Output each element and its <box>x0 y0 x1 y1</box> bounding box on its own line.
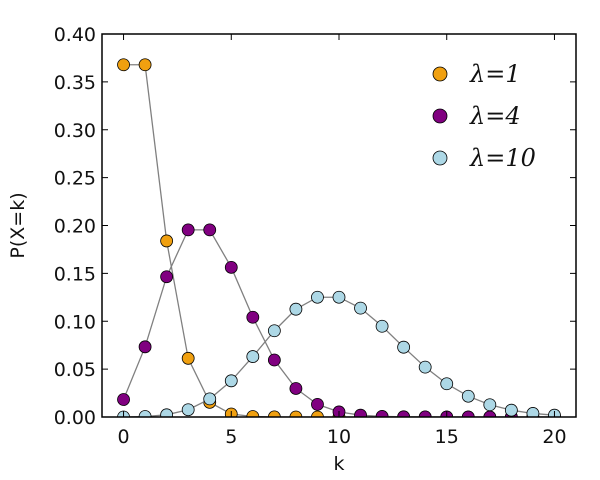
series-2 <box>117 223 561 417</box>
legend-marker <box>432 108 448 124</box>
data-point <box>289 410 303 417</box>
data-point <box>203 223 217 237</box>
y-tick-label: 0.00 <box>54 407 96 429</box>
data-point <box>418 360 432 374</box>
series-3 <box>117 290 561 417</box>
y-tick-label: 0.25 <box>54 168 96 190</box>
data-point <box>160 270 174 284</box>
data-point <box>160 234 174 248</box>
data-point <box>224 260 238 274</box>
data-point <box>246 310 260 324</box>
x-tick-label: 5 <box>225 426 237 448</box>
data-point <box>181 403 195 417</box>
data-point <box>224 374 238 388</box>
series-line <box>122 229 555 417</box>
data-point <box>160 408 174 417</box>
y-tick-label: 0.30 <box>54 120 96 142</box>
y-tick-label: 0.40 <box>54 24 96 46</box>
data-point <box>461 410 475 417</box>
x-tick-label: 20 <box>542 426 566 448</box>
x-tick-label: 10 <box>327 426 351 448</box>
legend-label: λ=10 <box>469 144 536 172</box>
data-point <box>311 410 324 417</box>
legend-label: λ=4 <box>469 102 521 130</box>
y-tick-label: 0.35 <box>54 72 96 94</box>
data-point <box>181 351 195 365</box>
data-point <box>354 408 367 417</box>
data-point <box>267 324 281 338</box>
data-point <box>354 301 367 315</box>
legend-marker <box>432 150 448 166</box>
series-line <box>123 64 555 417</box>
ticks-layer: 0 5 10 15 20 0.00 0.05 0.10 0.15 0.20 0.25 0.30 0.35… <box>54 24 576 448</box>
data-point <box>440 377 454 391</box>
data-point <box>117 393 130 406</box>
y-tick-label: 0.20 <box>54 216 96 238</box>
x-axis-label: k <box>333 453 344 475</box>
data-point <box>289 382 303 395</box>
data-point <box>311 397 324 411</box>
y-tick-label: 0.15 <box>54 263 96 285</box>
data-point <box>504 403 518 417</box>
data-point <box>332 290 346 304</box>
legend: λ=1 λ=4 λ=10 <box>432 60 536 172</box>
y-tick-label: 0.05 <box>54 359 96 381</box>
legend-label: λ=1 <box>469 60 521 88</box>
legend-marker <box>432 66 448 82</box>
data-point <box>117 58 130 72</box>
data-point <box>267 353 281 367</box>
data-point <box>203 392 217 406</box>
data-point <box>397 340 411 354</box>
data-point <box>311 290 324 304</box>
plot-frame <box>101 33 577 418</box>
data-point <box>138 58 152 72</box>
data-point <box>375 319 389 333</box>
x-tick-label: 15 <box>435 426 459 448</box>
data-point <box>461 389 475 403</box>
data-point <box>246 350 260 363</box>
data-point <box>483 398 497 412</box>
data-point <box>181 223 195 237</box>
y-tick-label: 0.10 <box>54 311 96 333</box>
data-point <box>289 302 303 316</box>
data-point <box>526 407 540 417</box>
x-tick-label: 0 <box>117 426 129 448</box>
y-axis-label: P(X=k) <box>7 192 29 258</box>
data-point <box>138 340 152 354</box>
